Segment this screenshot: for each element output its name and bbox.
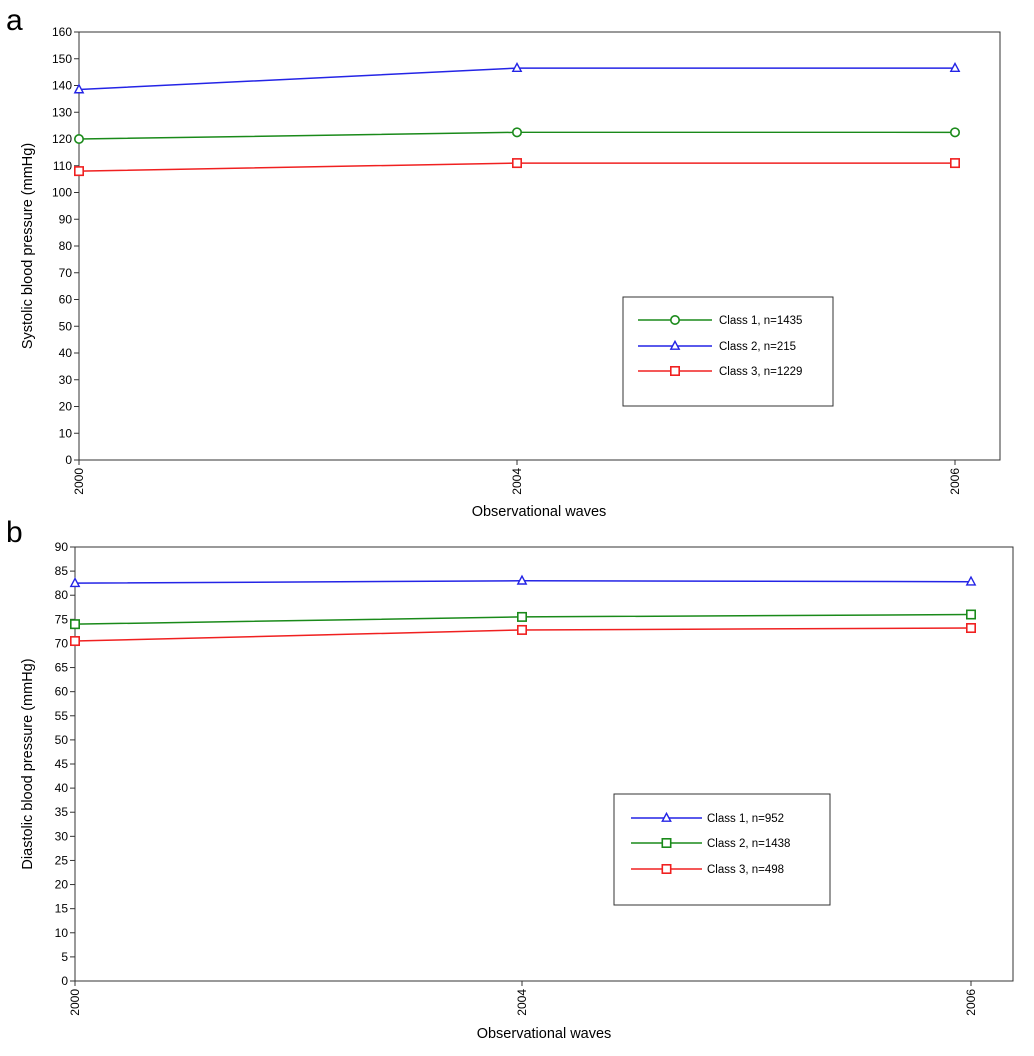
y-tick-label: 10 [59, 426, 73, 440]
y-tick-label: 5 [61, 950, 68, 964]
panel-a-systolic-chart: a 0 10 20 30 40 50 60 70 80 90 100 110 120 130 140 150 1… [6, 4, 1001, 520]
y-tick-label: 15 [55, 902, 69, 916]
x-tick-label: 2000 [72, 468, 86, 495]
y-tick-label: 45 [55, 757, 69, 771]
y-tick-label: 130 [52, 105, 72, 119]
y-tick-label: 0 [61, 974, 68, 988]
legend-box [622, 296, 834, 407]
legend-swatch-marker [669, 365, 680, 376]
y-tick-label: 60 [55, 685, 69, 699]
y-tick-label: 80 [55, 588, 69, 602]
y-tick-label: 10 [55, 926, 69, 940]
data-point-class-3 [949, 158, 960, 169]
data-point-class-2 [516, 611, 527, 622]
data-point-class-3 [70, 636, 81, 647]
plot-area-frame [74, 546, 1014, 982]
y-tick-label: 70 [59, 266, 73, 280]
y-tick-label: 90 [59, 212, 73, 226]
y-tick-label: 55 [55, 709, 69, 723]
y-tick-label: 60 [59, 293, 73, 307]
y-tick-label: 40 [55, 781, 69, 795]
y-tick-label: 65 [55, 661, 69, 675]
legend-swatch-marker [661, 811, 672, 822]
legend-entry-label: Class 3, n=1229 [719, 366, 802, 378]
y-tick-label: 40 [59, 346, 73, 360]
data-point-class-2 [70, 619, 81, 630]
data-point-class-3 [74, 166, 85, 177]
plot-area-frame [78, 31, 1001, 461]
y-axis-ticks: 0 10 20 30 40 50 60 70 80 90 100 110 120 130 140 150 160 [52, 25, 79, 467]
x-axis-ticks: 2000 2004 2006 [72, 460, 962, 495]
y-axis-title: Systolic blood pressure (mmHg) [20, 143, 36, 349]
x-tick-label: 2006 [964, 989, 978, 1016]
y-axis-title: Diastolic blood pressure (mmHg) [20, 658, 36, 869]
legend-entry-label: Class 2, n=215 [719, 341, 796, 353]
legend-entry-label: Class 2, n=1438 [707, 838, 790, 850]
y-tick-label: 70 [55, 636, 69, 650]
y-tick-label: 150 [52, 52, 72, 66]
panel-label-a: a [6, 4, 23, 37]
legend: Class 1, n=1435 Class 2, n=215 Class 3, n=… [622, 296, 834, 407]
y-tick-label: 100 [52, 186, 72, 200]
x-tick-label: 2004 [510, 468, 524, 495]
data-point-class-3 [511, 158, 522, 169]
y-tick-label: 120 [52, 132, 72, 146]
data-point-class-2 [511, 62, 523, 73]
x-tick-label: 2006 [948, 468, 962, 495]
y-tick-label: 50 [55, 733, 69, 747]
y-tick-label: 110 [53, 159, 72, 173]
legend: Class 1, n=952 Class 2, n=1438 Class 3, n=… [613, 793, 831, 906]
y-tick-label: 160 [52, 25, 72, 39]
legend-swatch-marker [661, 863, 672, 874]
legend-entry-label: Class 1, n=1435 [719, 315, 802, 327]
legend-swatch-marker [661, 837, 672, 848]
data-point-class-2 [965, 609, 976, 620]
x-axis-ticks: 2000 2004 2006 [68, 981, 978, 1016]
y-tick-label: 35 [55, 805, 69, 819]
y-tick-label: 90 [55, 540, 69, 554]
x-tick-label: 2000 [68, 989, 82, 1016]
data-point-class-3 [965, 623, 976, 634]
data-point-class-1 [69, 577, 81, 588]
y-tick-label: 30 [59, 373, 73, 387]
data-point-class-3 [516, 624, 527, 635]
data-point-class-2 [949, 62, 961, 73]
data-point-class-1 [74, 134, 85, 145]
y-tick-label: 50 [59, 319, 73, 333]
y-tick-label: 85 [55, 564, 69, 578]
x-tick-label: 2004 [515, 989, 529, 1016]
y-axis-ticks: 0 5 10 15 20 25 30 35 40 45 50 55 60 65 70 75 80 85 90 [55, 540, 75, 988]
x-axis-title: Observational waves [477, 1026, 612, 1042]
y-tick-label: 80 [59, 239, 73, 253]
y-tick-label: 30 [55, 829, 69, 843]
data-point-class-2 [73, 83, 85, 94]
legend-box [613, 793, 831, 906]
data-point-class-1 [965, 575, 977, 586]
y-tick-label: 75 [55, 612, 69, 626]
y-tick-label: 25 [55, 853, 69, 867]
y-tick-label: 140 [52, 79, 72, 93]
legend-swatch-marker [669, 314, 680, 325]
x-axis-title: Observational waves [472, 504, 607, 520]
legend-entry-label: Class 3, n=498 [707, 864, 784, 876]
y-tick-label: 20 [59, 400, 73, 414]
data-point-class-1 [516, 574, 528, 585]
panel-b-diastolic-chart: b 0 5 10 15 20 25 30 35 40 45 50 55 60 65 70 75 80 85 90 2… [6, 516, 1014, 1042]
data-series [69, 574, 977, 647]
data-series [73, 62, 961, 177]
y-tick-label: 20 [55, 878, 69, 892]
legend-swatch-marker [669, 339, 681, 350]
panel-label-b: b [6, 516, 23, 549]
data-point-class-1 [511, 127, 522, 138]
data-point-class-1 [949, 127, 960, 138]
legend-entry-label: Class 1, n=952 [707, 813, 784, 825]
y-tick-label: 0 [65, 453, 72, 467]
